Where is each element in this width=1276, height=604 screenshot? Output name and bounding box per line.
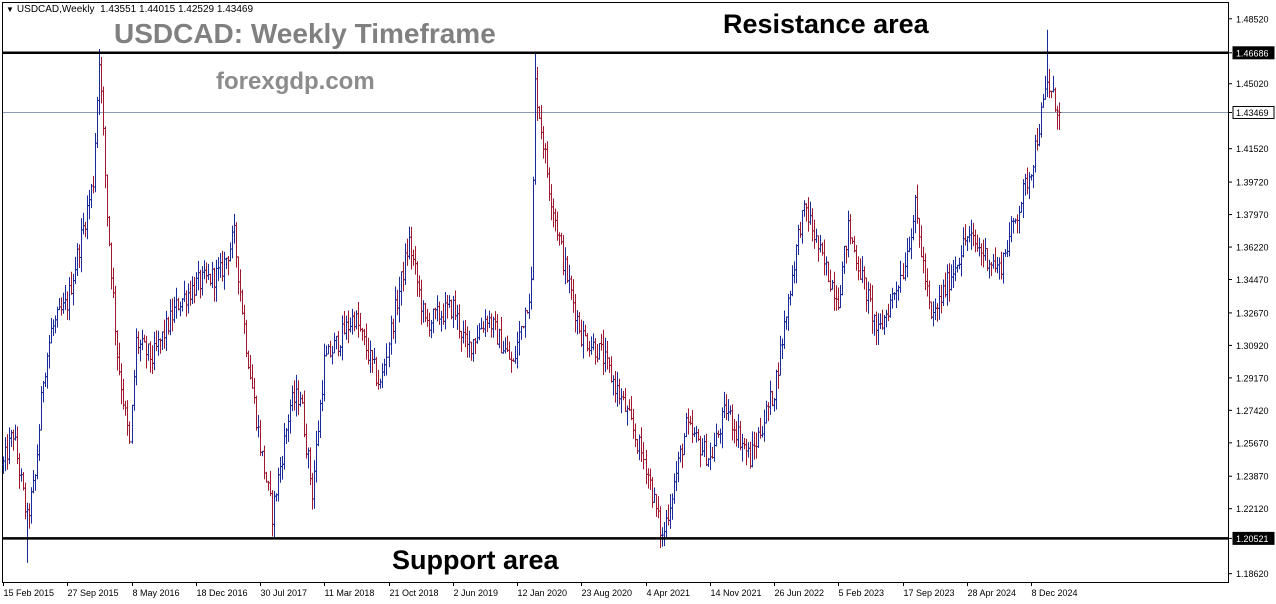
ohlc-bar (385, 343, 388, 376)
ohlc-bar (899, 260, 902, 293)
time-tick-label: 15 Feb 2015 (4, 588, 55, 598)
price-label-box (1232, 106, 1275, 120)
price-label-box (1232, 46, 1275, 60)
ohlc-bars (2, 29, 1061, 563)
time-tick-label: 8 Dec 2024 (1032, 588, 1078, 598)
time-tick-label: 4 Apr 2021 (647, 588, 691, 598)
price-tick-label: 1.30920 (1236, 341, 1269, 351)
time-axis[interactable]: 15 Feb 2015 27 Sep 2015 8 May 2016 18 Dec 2… (3, 582, 1078, 598)
ohlc-values: 1.43551 1.44015 1.42529 1.43469 (100, 4, 254, 15)
price-tick-label: 1.23870 (1236, 472, 1269, 482)
price-tick-label: 1.41520 (1236, 144, 1269, 154)
time-tick-label: 8 May 2016 (133, 588, 180, 598)
time-tick-label: 14 Nov 2021 (711, 588, 762, 598)
time-tick-label: 17 Sep 2023 (904, 588, 955, 598)
symbol-timeframe: USDCAD,Weekly (16, 4, 95, 15)
price-tick-label: 1.25670 (1236, 438, 1269, 448)
dropdown-triangle-icon[interactable]: ▼ (6, 5, 14, 14)
price-tick-label: 1.37970 (1236, 210, 1269, 220)
watermark-title: USDCAD: Weekly Timeframe (114, 18, 496, 49)
price-tick-label: 1.48520 (1236, 14, 1269, 24)
price-label-box (1232, 531, 1275, 545)
time-tick-label: 30 Jul 2017 (261, 588, 308, 598)
time-tick-label: 11 Mar 2018 (325, 588, 375, 598)
ohlc-bar (1058, 102, 1061, 130)
plot-frame (2, 2, 1229, 583)
time-tick-label: 27 Sep 2015 (68, 588, 119, 598)
time-tick-label: 18 Dec 2016 (197, 588, 248, 598)
price-tick-label: 1.20521 (1236, 534, 1269, 544)
support-label: Support area (392, 545, 559, 575)
price-tick-label: 1.39720 (1236, 178, 1269, 188)
time-tick-label: 12 Jan 2020 (518, 588, 568, 598)
chart-header: ▼ USDCAD,Weekly 1.43551 1.44015 1.42529 1… (6, 4, 253, 15)
price-tick-label: 1.22120 (1236, 504, 1269, 514)
ohlc-bar (128, 421, 131, 444)
price-tick-label: 1.18620 (1236, 569, 1269, 579)
resistance-label: Resistance area (723, 9, 929, 39)
price-tick-label: 1.29170 (1236, 373, 1269, 383)
price-tick-label: 1.34470 (1236, 275, 1269, 285)
price-tick-label: 1.32670 (1236, 308, 1269, 318)
price-tick-label: 1.46686 (1236, 48, 1269, 58)
price-axis[interactable]: 1.48520 1.46686 1.45020 1.43469 1.41520 1.397… (1228, 14, 1275, 579)
ohlc-bar (1056, 105, 1059, 130)
time-tick-label: 23 Aug 2020 (582, 588, 633, 598)
time-tick-label: 28 Apr 2024 (968, 588, 1017, 598)
time-tick-label: 2 Jun 2019 (454, 588, 499, 598)
price-tick-label: 1.45020 (1236, 79, 1269, 89)
time-tick-label: 5 Feb 2023 (839, 588, 885, 598)
time-tick-label: 21 Oct 2018 (390, 588, 439, 598)
time-tick-label: 26 Jun 2022 (775, 588, 825, 598)
price-tick-label: 1.27420 (1236, 406, 1269, 416)
watermark-site: forexgdp.com (216, 68, 375, 95)
price-tick-label: 1.36220 (1236, 243, 1269, 253)
price-tick-label: 1.43469 (1236, 108, 1269, 118)
ohlc-bar (642, 442, 645, 470)
